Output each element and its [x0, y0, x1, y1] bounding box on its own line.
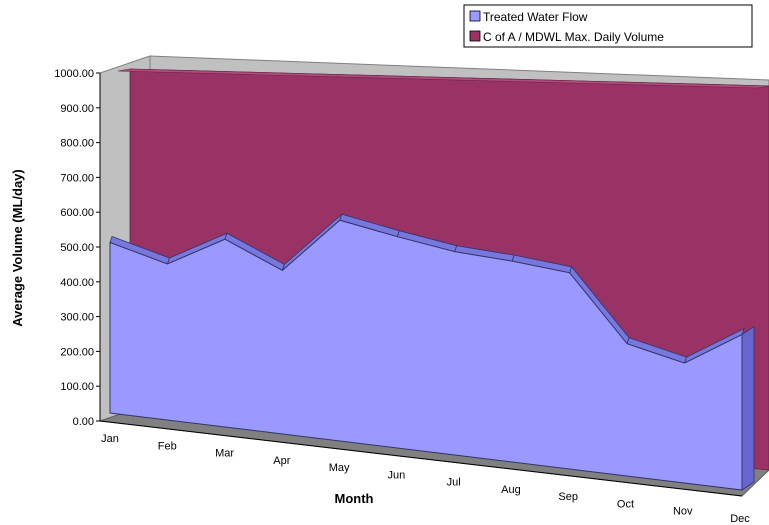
- treated-flow-end-face: [741, 325, 755, 491]
- legend: Treated Water Flow C of A / MDWL Max. Da…: [463, 4, 753, 48]
- y-tick-label: 200.00: [60, 346, 94, 358]
- x-tick-label-nov: Nov: [673, 506, 693, 518]
- y-tick-label: 500.00: [60, 242, 94, 254]
- x-tick-label-jul: Jul: [447, 477, 461, 489]
- y-tick-label: 400.00: [60, 277, 94, 289]
- x-tick-label-mar: Mar: [215, 448, 234, 460]
- x-tick-label-jun: Jun: [387, 469, 405, 481]
- max-daily-volume-top-edge: [117, 68, 769, 89]
- y-tick-label: 0.00: [73, 416, 94, 428]
- x-tick-label-aug: Aug: [501, 484, 521, 496]
- x-tick-label-dec: Dec: [730, 513, 750, 525]
- treated-flow-area: [109, 219, 743, 491]
- legend-label-max-daily-volume: C of A / MDWL Max. Daily Volume: [483, 30, 664, 44]
- x-tick-label-feb: Feb: [158, 440, 177, 452]
- x-tick-label-may: May: [329, 462, 350, 474]
- legend-box: [463, 4, 753, 48]
- x-axis-line: [99, 420, 743, 497]
- x-tick-label-apr: Apr: [273, 455, 290, 467]
- y-tick-label: 100.00: [60, 381, 94, 393]
- y-tick-label: 800.00: [60, 138, 94, 150]
- x-tick-label-jan: Jan: [101, 433, 119, 445]
- legend-swatch-max-daily-volume: [469, 30, 481, 42]
- y-axis-title: Average Volume (ML/day): [10, 169, 25, 326]
- y-tick-label: 900.00: [60, 103, 94, 115]
- y-tick-label: 600.00: [60, 207, 94, 219]
- y-tick-label: 300.00: [60, 312, 94, 324]
- treated-water-flow-series: [109, 212, 755, 491]
- x-tick-label-oct: Oct: [617, 498, 634, 510]
- legend-swatch-treated-water-flow: [469, 10, 481, 22]
- y-axis: 0.00 100.00 200.00 300.00 400.00 500.00 600.00…: [54, 68, 101, 428]
- x-axis: Jan Feb Mar Apr May Jun Jul Aug Sep Oct Nov Dec: [99, 420, 750, 525]
- x-axis-title: Month: [335, 491, 374, 506]
- y-tick-label: 1000.00: [54, 68, 94, 80]
- legend-label-treated-water-flow: Treated Water Flow: [483, 10, 588, 24]
- y-tick-label: 700.00: [60, 172, 94, 184]
- x-tick-label-sep: Sep: [558, 491, 578, 503]
